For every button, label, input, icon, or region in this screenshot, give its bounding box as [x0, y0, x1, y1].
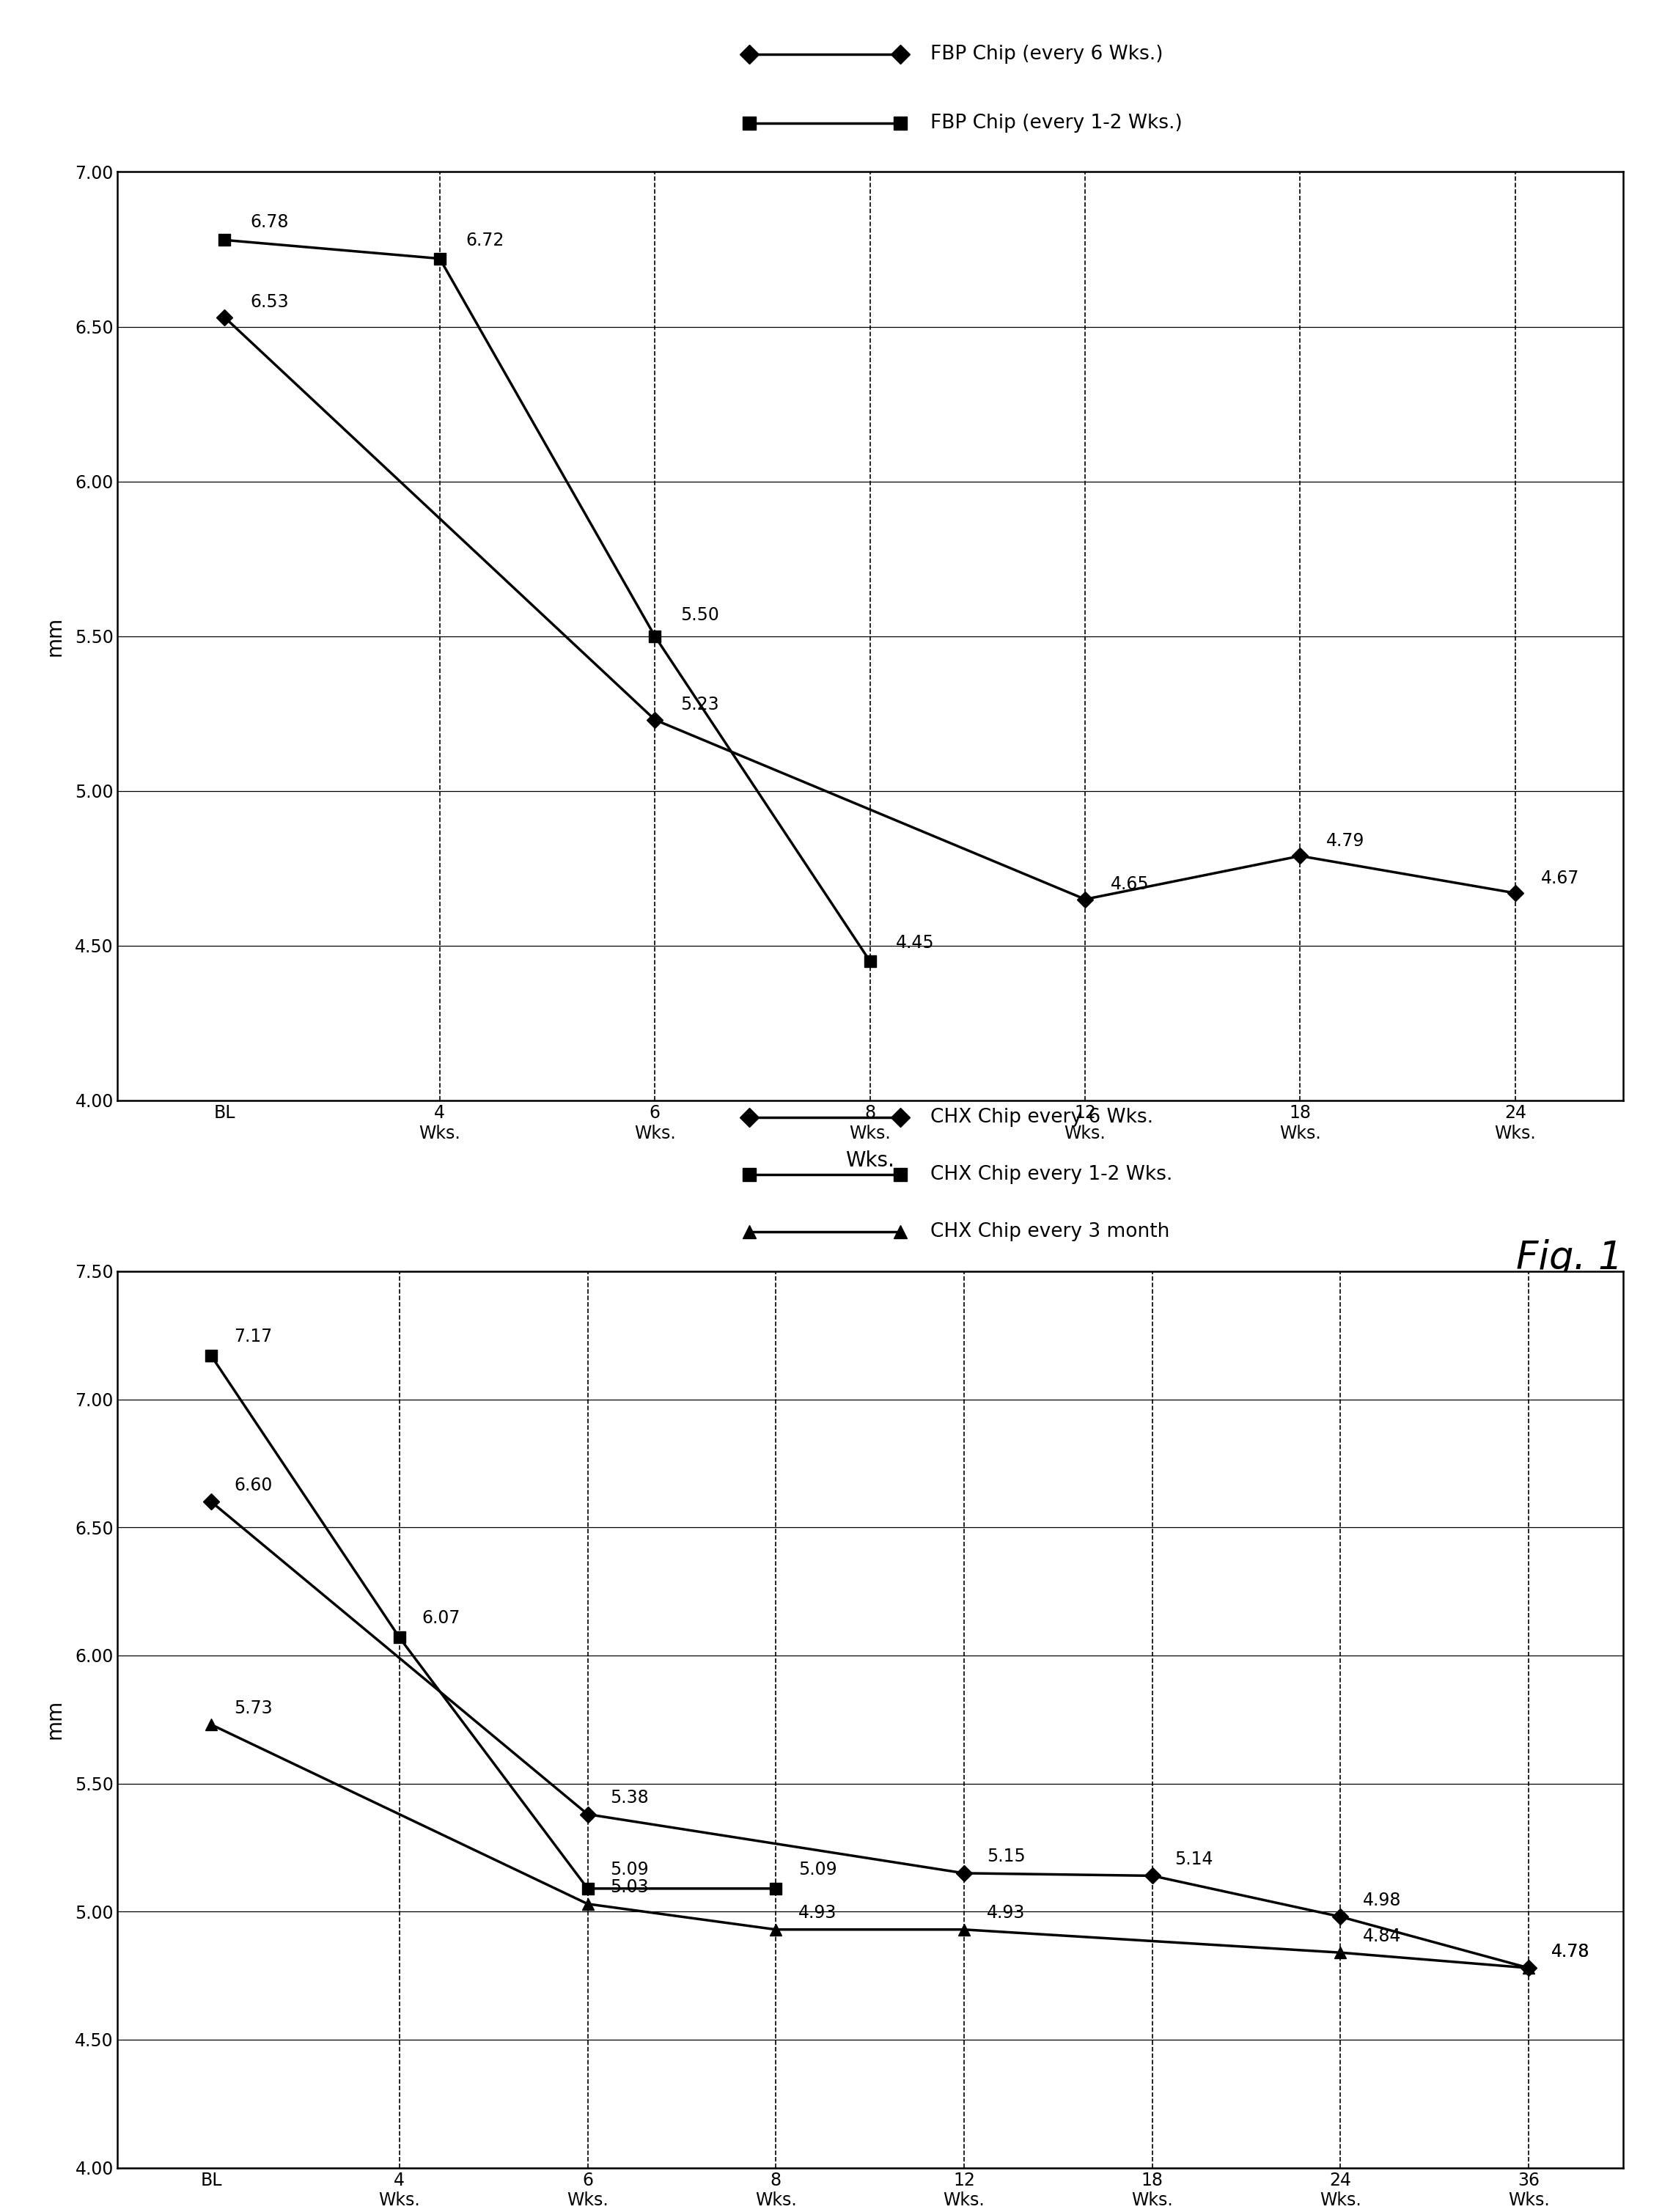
Text: 4.67: 4.67: [1541, 869, 1579, 887]
Text: 4.98: 4.98: [1363, 1891, 1402, 1909]
Text: CHX Chip every 6 Wks.: CHX Chip every 6 Wks.: [930, 1108, 1153, 1128]
Text: FBP Chip (every 6 Wks.): FBP Chip (every 6 Wks.): [930, 44, 1163, 64]
Text: 5.03: 5.03: [611, 1878, 649, 1896]
Text: 6.53: 6.53: [251, 294, 289, 312]
Text: 5.73: 5.73: [234, 1699, 273, 1717]
Text: 4.93: 4.93: [987, 1905, 1026, 1922]
Text: 5.50: 5.50: [681, 606, 719, 624]
Text: 5.38: 5.38: [611, 1790, 649, 1807]
Text: 6.07: 6.07: [422, 1610, 460, 1628]
X-axis label: Wks.: Wks.: [845, 1150, 895, 1170]
Text: CHX Chip every 3 month: CHX Chip every 3 month: [930, 1221, 1169, 1241]
Y-axis label: mm: mm: [43, 1699, 65, 1739]
Text: 7.17: 7.17: [234, 1327, 273, 1345]
Text: 4.78: 4.78: [1551, 1942, 1589, 1960]
Text: 5.23: 5.23: [681, 697, 719, 714]
Text: 6.78: 6.78: [251, 212, 289, 230]
Text: FBP Chip (every 1-2 Wks.): FBP Chip (every 1-2 Wks.): [930, 113, 1183, 133]
Text: 4.84: 4.84: [1363, 1927, 1402, 1944]
Y-axis label: mm: mm: [43, 617, 65, 657]
Text: 4.65: 4.65: [1111, 876, 1149, 894]
Text: 4.78: 4.78: [1551, 1942, 1589, 1960]
Text: 6.72: 6.72: [465, 232, 504, 250]
Text: CHX Chip every 1-2 Wks.: CHX Chip every 1-2 Wks.: [930, 1166, 1173, 1183]
Text: 6.60: 6.60: [234, 1475, 273, 1493]
Text: 5.14: 5.14: [1174, 1851, 1213, 1869]
Text: 5.15: 5.15: [987, 1847, 1026, 1865]
Text: 4.93: 4.93: [798, 1905, 836, 1922]
Text: Fig. 1: Fig. 1: [1516, 1239, 1623, 1276]
Text: 4.79: 4.79: [1327, 832, 1365, 849]
Text: 5.09: 5.09: [798, 1860, 836, 1878]
Text: 5.09: 5.09: [611, 1860, 649, 1878]
Text: 4.45: 4.45: [895, 933, 934, 951]
